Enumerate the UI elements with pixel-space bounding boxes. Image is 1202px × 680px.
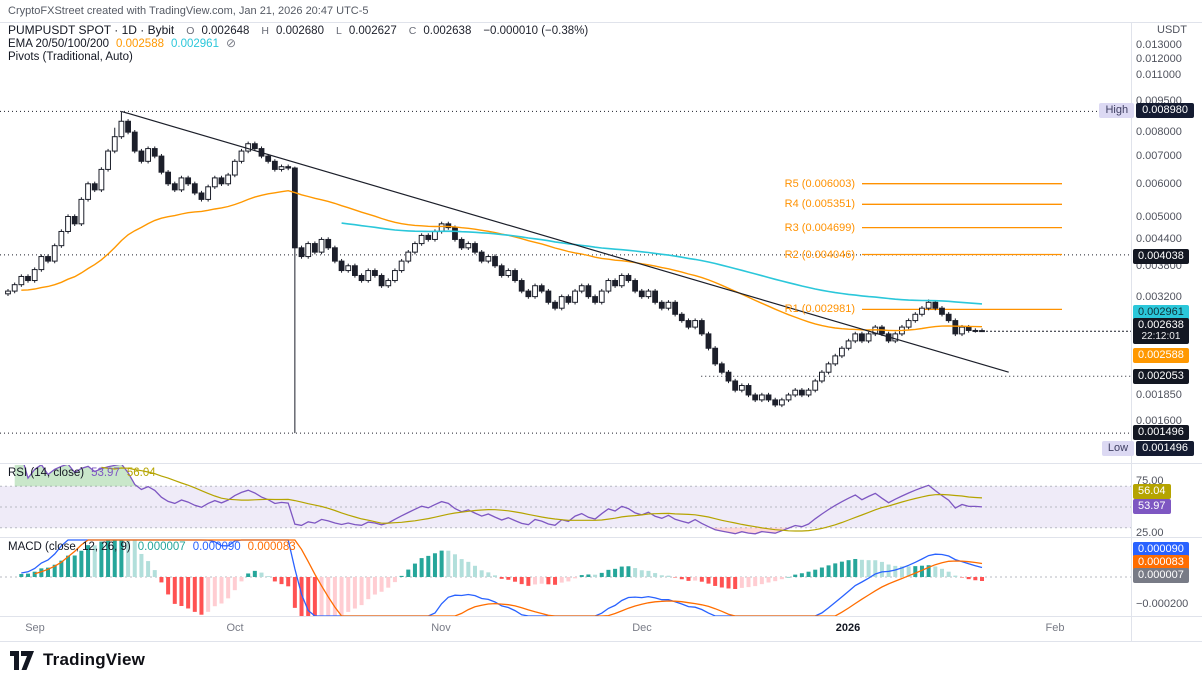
macd-legend-row[interactable]: MACD (close, 12, 26, 9) 0.000007 0.00009… (8, 541, 296, 555)
marker-badge-low: Low 0.001496 (1101, 441, 1194, 456)
rsi-ma-value: 56.04 (126, 467, 156, 479)
time-label-feb: Feb (1045, 622, 1065, 634)
macd-badge: 0.000007 (1133, 568, 1189, 583)
quote-currency-label: USDT (1157, 24, 1187, 36)
ema-slow-value: 0.002961 (171, 38, 219, 50)
macd-legend-title: MACD (close, 12, 26, 9) (8, 541, 131, 553)
time-label-dec: Dec (632, 622, 652, 634)
pivot-label-r3: R3 (0.004699) (784, 222, 855, 234)
high-label: H (261, 25, 269, 37)
high-marker-label: High (1099, 103, 1135, 118)
macd-signal-value: 0.000083 (247, 541, 296, 553)
price-tick: 0.013000 (1136, 39, 1182, 51)
symbol-title[interactable]: PUMPUSDT SPOT · 1D · Bybit (8, 23, 175, 37)
high-marker-value: 0.008980 (1136, 103, 1194, 118)
rsi-legend-title: RSI (14, close) (8, 467, 85, 479)
price-badge: 0.002588 (1133, 348, 1189, 363)
pivot-label-r2: R2 (0.004046) (784, 249, 855, 261)
tradingview-logo[interactable]: TradingView (10, 650, 170, 670)
high-value: 0.002680 (276, 25, 324, 37)
time-label-2026: 2026 (835, 622, 861, 634)
low-marker-label: Low (1101, 441, 1135, 456)
current-price-badge: 0.002638 22:12:01 (1133, 318, 1189, 344)
macd-badge: 0.000090 (1133, 542, 1189, 557)
open-label: O (186, 25, 195, 37)
close-value: 0.002638 (423, 25, 472, 37)
tradingview-wordmark: TradingView (43, 650, 146, 669)
price-tick: 0.012000 (1136, 53, 1182, 65)
price-badge: 0.001496 (1133, 425, 1189, 440)
price-tick: 0.003200 (1136, 291, 1182, 303)
rsi-value: 53.97 (91, 467, 120, 479)
pivot-label-r5: R5 (0.006003) (784, 178, 855, 190)
pivot-label-r4: R4 (0.005351) (784, 198, 855, 210)
low-value: 0.002627 (348, 25, 397, 37)
price-tick: 0.004400 (1136, 233, 1182, 245)
low-marker-value: 0.001496 (1136, 441, 1194, 456)
close-label: C (408, 25, 417, 37)
rsi-badge: 53.97 (1133, 499, 1171, 514)
ema-hidden-icon[interactable]: ⊘ (225, 36, 237, 50)
price-tick: 0.006000 (1136, 178, 1182, 190)
macd-badge: 0.000083 (1133, 555, 1189, 570)
time-label-nov: Nov (431, 622, 451, 634)
pivots-legend-title: Pivots (Traditional, Auto) (8, 51, 133, 63)
price-badge: 0.002961 (1133, 305, 1189, 320)
ema-fast-value: 0.002588 (116, 38, 164, 50)
price-tick: 0.007000 (1136, 150, 1182, 162)
rsi-badge: 56.04 (1133, 484, 1171, 499)
price-tick: 0.001850 (1136, 389, 1182, 401)
bar-countdown: 22:12:01 (1141, 331, 1181, 342)
price-tick: 0.005000 (1136, 211, 1182, 223)
macd-line-value: 0.000090 (192, 541, 241, 553)
time-label-sep: Sep (25, 622, 45, 634)
low-label: L (335, 25, 342, 37)
current-price-value: 0.002638 (1138, 319, 1184, 331)
rsi-legend-row[interactable]: RSI (14, close) 53.97 56.04 (8, 467, 156, 481)
macd-tick: −0.000200 (1136, 598, 1189, 610)
price-badge: 0.002053 (1133, 369, 1189, 384)
ema-legend-title: EMA 20/50/100/200 (8, 38, 110, 50)
rsi-tick: 25.00 (1136, 527, 1164, 539)
price-tick: 0.008000 (1136, 126, 1182, 138)
tradingview-logo-icon (10, 651, 34, 670)
price-tick: 0.011000 (1136, 69, 1182, 81)
ema-legend-row[interactable]: EMA 20/50/100/200 0.002588 0.002961 ⊘ (8, 37, 588, 51)
legend-main: PUMPUSDT SPOT · 1D · Bybit O 0.002648 H 0.… (8, 23, 588, 65)
macd-hist-value: 0.000007 (137, 541, 186, 553)
price-badge: 0.004038 (1133, 249, 1189, 264)
price-tick: 0.001600 (1136, 415, 1182, 427)
footer: TradingView (0, 642, 1202, 680)
change-value: −0.000010 (−0.38%) (483, 25, 589, 37)
symbol-legend-row[interactable]: PUMPUSDT SPOT · 1D · Bybit O 0.002648 H 0.… (8, 23, 588, 37)
marker-badge-high: High 0.008980 (1099, 103, 1194, 118)
pivots-legend-row[interactable]: Pivots (Traditional, Auto) (8, 51, 588, 65)
watermark-text: CryptoFXStreet created with TradingView.… (8, 5, 369, 17)
time-label-oct: Oct (226, 622, 244, 634)
pivot-label-r1: R1 (0.002981) (784, 303, 855, 315)
open-value: 0.002648 (201, 25, 250, 37)
